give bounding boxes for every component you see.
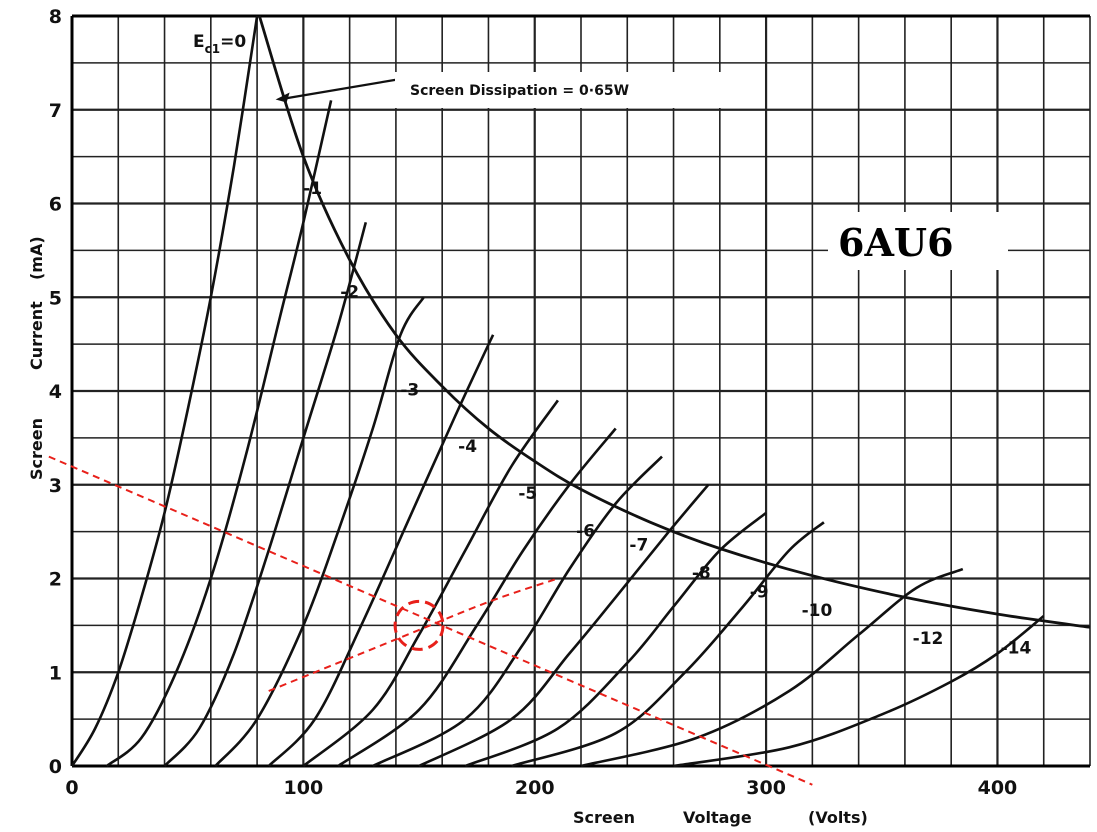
series-curve-8 [418, 483, 710, 768]
x-axis-label-voltage: Voltage [683, 808, 752, 827]
y-tick-label: 0 [49, 756, 62, 778]
series-curve-10 [511, 521, 825, 768]
series-label: -3 [400, 381, 419, 401]
operating-point-circle [393, 599, 445, 651]
series-label: -12 [913, 629, 944, 649]
series-label: -6 [576, 521, 595, 541]
y-tick-label: 8 [49, 6, 62, 28]
y-axis-label: Screen Current (mA) [27, 236, 46, 480]
ec1-label-sub: c1 [205, 42, 220, 56]
series-label: -14 [1001, 639, 1032, 659]
series-curve-9 [464, 511, 767, 768]
series-label: -5 [518, 484, 537, 504]
x-tick-label: 300 [746, 777, 786, 799]
dissipation-label: Screen Dissipation = 0·65W [410, 83, 629, 99]
ec1-label-suffix: =0 [220, 32, 246, 52]
series-label: -8 [692, 564, 711, 584]
series-curve-7 [372, 455, 663, 768]
series-label: -10 [802, 601, 833, 621]
series-label: -4 [458, 437, 477, 457]
second-dashed-line [268, 577, 559, 692]
series-curve-2 [163, 221, 368, 767]
axes: 0 100 200 300 400 0 1 2 3 4 5 6 7 8 [49, 6, 1090, 799]
x-tick-label: 100 [284, 777, 324, 799]
y-axis-label-current: Current [27, 301, 46, 370]
y-axis-label-screen: Screen [27, 418, 46, 480]
y-tick-label: 3 [49, 475, 62, 497]
y-tick-label: 2 [49, 569, 62, 591]
y-tick-label: 4 [49, 381, 62, 403]
y-tick-label: 6 [49, 194, 62, 216]
series-curve-12 [580, 567, 964, 768]
series-curve-4 [267, 334, 495, 767]
load-line [48, 455, 813, 786]
ec1-label: Ec1=0 [193, 32, 246, 56]
labels: Ec1=0 Screen Dissipation = 0·65W 6AU6 Sc… [27, 32, 1031, 827]
series-curve-5 [302, 399, 559, 768]
y-tick-label: 7 [49, 100, 62, 122]
series-curves [70, 15, 1045, 768]
series-curve-1 [105, 100, 333, 768]
dissipation-arrow [284, 78, 397, 100]
series-curve-3 [214, 296, 425, 767]
y-tick-label: 5 [49, 287, 62, 309]
y-tick-label: 1 [49, 662, 62, 684]
series-label: -1 [303, 179, 322, 199]
series-label: -9 [750, 582, 769, 602]
series-curve-14 [673, 614, 1045, 768]
dissipation-curve [258, 15, 1091, 629]
series-label: -7 [629, 535, 648, 555]
x-tick-label: 0 [65, 777, 78, 799]
x-axis-label-screen: Screen [573, 808, 635, 827]
series-curve-ec10 [70, 15, 259, 767]
y-axis-label-ma: (mA) [27, 236, 46, 280]
annotations [48, 455, 813, 786]
series-label: -2 [340, 282, 359, 302]
x-tick-label: 200 [515, 777, 555, 799]
dissipation-curve-group [258, 15, 1091, 629]
title-bg [828, 212, 1008, 270]
x-axis-label-volts: (Volts) [808, 808, 868, 827]
dissipation-label-bg [395, 72, 760, 108]
grid [70, 14, 1091, 768]
ec1-label-main: E [193, 32, 205, 52]
chart-title: 6AU6 [838, 220, 954, 265]
x-tick-label: 400 [978, 777, 1018, 799]
dissipation-arrowhead [275, 92, 290, 103]
